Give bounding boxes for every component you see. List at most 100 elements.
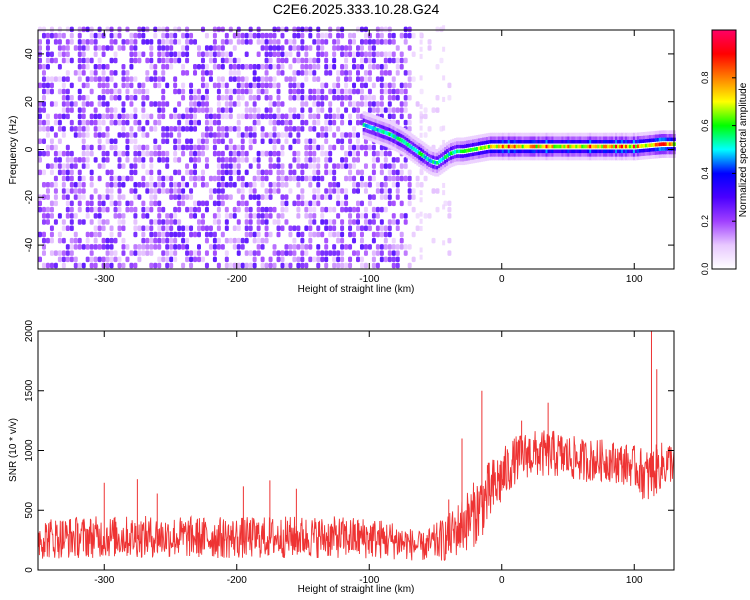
spectrogram-noise-cell (244, 113, 249, 120)
spectrogram-signal-cell (406, 138, 410, 142)
spectrogram-noise-cell (149, 262, 154, 269)
spectrogram-noise-cell (379, 144, 384, 151)
spectrogram-noise-cell (256, 95, 261, 101)
spectrogram-noise-cell (308, 237, 313, 244)
spectrogram-noise-cell (407, 32, 412, 39)
spectrogram-noise-cell (189, 194, 194, 200)
spectrogram-noise-cell (348, 32, 353, 39)
spectrogram-noise-cell (344, 82, 349, 89)
spectrogram-noise-cell (89, 119, 94, 126)
spectrogram-noise-cell (256, 119, 261, 126)
spectrogram-signal-cell (601, 132, 605, 137)
spectrogram-signal-cell (458, 157, 462, 162)
spectrogram-noise-cell (153, 231, 158, 238)
spectrogram-noise-cell (395, 57, 400, 64)
spectrogram-signal-cell (493, 149, 497, 154)
spectrogram-noise-cell (371, 237, 376, 244)
spectrogram-noise-cell (348, 150, 353, 157)
spectrogram-signal-cell (579, 139, 583, 144)
spectrogram-signal-cell (571, 139, 575, 144)
spectrogram-noise-cell (367, 225, 372, 232)
spectrogram-signal-cell (513, 136, 517, 140)
spectrogram-noise-cell (316, 256, 321, 263)
spectrogram-noise-cell (332, 57, 337, 64)
figure-title: C2E6.2025.333.10.28.G24 (273, 1, 440, 17)
spectrogram-noise-cell (153, 150, 158, 157)
spectrogram-noise-cell (208, 175, 213, 182)
spectrogram-noise-cell (181, 237, 186, 244)
spectrogram-noise-cell (264, 39, 269, 45)
spectrogram-noise-cell (300, 169, 305, 176)
colorbar-label: Normalized spectral amplitude (738, 82, 749, 217)
spectrogram-noise-cell (232, 88, 237, 95)
spectrogram-signal-cell (452, 142, 456, 146)
spectrogram-signal-cell (505, 139, 509, 144)
spectrogram-noise-cell (77, 132, 82, 138)
spectrogram-noise-cell (371, 194, 376, 200)
spectrogram-noise-cell (387, 113, 392, 120)
spectrogram-noise-cell (379, 169, 384, 176)
spectrogram-noise-cell (200, 51, 205, 58)
spectrogram-signal-cell (372, 135, 376, 139)
spectrogram-signal-cell (507, 144, 511, 149)
spectrogram-noise-cell (232, 57, 237, 64)
spectrogram-signal-cell (577, 153, 581, 157)
spectrogram-noise-cell (439, 57, 444, 64)
spectrogram-signal-cell (543, 156, 547, 161)
spectrogram-noise-cell (415, 101, 420, 107)
spectrogram-noise-cell (268, 39, 273, 45)
spectrogram-signal-cell (561, 136, 565, 140)
spectrogram-noise-cell (240, 88, 245, 95)
spectrogram-noise-cell (157, 144, 162, 151)
spectrogram-signal-cell (473, 147, 478, 151)
spectrogram-noise-cell (65, 256, 70, 263)
spectrogram-noise-cell (133, 88, 138, 95)
spectrogram-noise-cell (41, 101, 46, 107)
spectrogram-signal-cell (648, 138, 653, 143)
spectrogram-noise-cell (296, 26, 301, 33)
spectrogram-signal-cell (408, 149, 412, 153)
spectrogram-noise-cell (129, 250, 134, 256)
spectrogram-signal-cell (605, 136, 609, 140)
spectrogram-noise-cell (367, 32, 372, 39)
spectrogram-noise-cell (276, 101, 281, 107)
spectrogram-signal-cell (452, 150, 456, 155)
spectrogram-signal-cell (418, 163, 422, 167)
spectrogram-noise-cell (208, 126, 213, 132)
spectrogram-signal-cell (599, 144, 603, 149)
spectrogram-signal-cell (386, 123, 390, 128)
spectrogram-noise-cell (411, 256, 416, 263)
spectrogram-noise-cell (320, 231, 325, 238)
spectrogram-noise-cell (177, 244, 182, 250)
spectrogram-noise-cell (65, 39, 70, 45)
spectrogram-noise-cell (352, 82, 357, 89)
spectrogram-signal-cell (547, 153, 551, 157)
spectrogram-noise-cell (359, 95, 364, 101)
spectrogram-noise-cell (356, 182, 360, 188)
spectrogram-noise-cell (101, 101, 106, 107)
spectrogram-noise-cell (276, 250, 281, 256)
spectrogram-noise-cell (356, 200, 360, 207)
spectrogram-signal-cell (666, 133, 670, 138)
spectrogram-noise-cell (65, 163, 70, 169)
spectrogram-noise-cell (69, 237, 74, 244)
spectrogram-noise-cell (296, 150, 301, 157)
spectrogram-noise-cell (121, 76, 126, 82)
spectrogram-noise-cell (121, 107, 126, 113)
spectrogram-noise-cell (288, 126, 293, 132)
spectrogram-noise-cell (308, 144, 313, 151)
spectrogram-noise-cell (399, 51, 404, 58)
spectrogram-signal-cell (660, 137, 664, 142)
spectrogram-noise-cell (97, 126, 102, 132)
spectrogram-noise-cell (77, 200, 82, 207)
spectrogram-signal-cell (577, 132, 581, 137)
spectrogram-noise-cell (363, 225, 368, 232)
spectrogram-noise-cell (81, 157, 86, 163)
spectrogram-signal-cell (561, 139, 565, 144)
spectrogram-signal-cell (477, 141, 482, 146)
spectrogram-noise-cell (447, 250, 452, 256)
spectrogram-noise-cell (395, 88, 400, 95)
spectrogram-noise-cell (272, 51, 277, 58)
spectrogram-noise-cell (149, 113, 154, 120)
spectrogram-noise-cell (292, 225, 297, 232)
